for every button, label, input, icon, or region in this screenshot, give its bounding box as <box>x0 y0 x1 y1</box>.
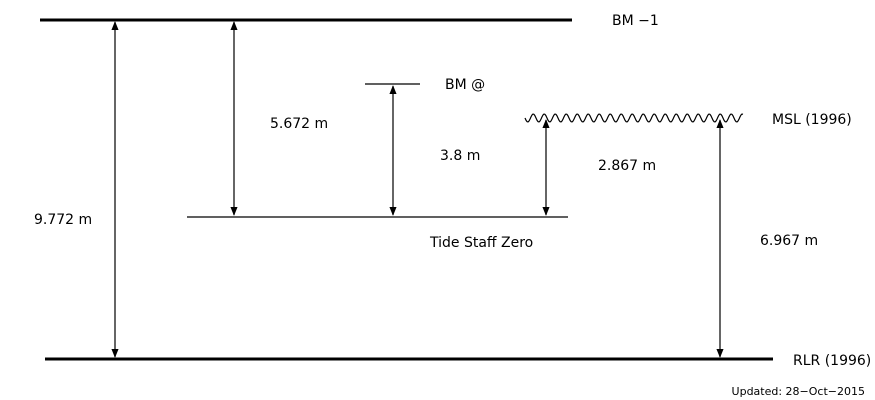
msl-wave-line <box>524 113 744 123</box>
bm-at-label: BM @ <box>445 77 485 93</box>
msl-label: MSL (1996) <box>772 112 852 128</box>
bm1-label: BM −1 <box>612 13 659 29</box>
msl-to-rlr-value: 6.967 m <box>760 233 818 249</box>
bm-at-to-tsz-value: 3.8 m <box>440 148 480 164</box>
updated-timestamp: Updated: 28−Oct−2015 <box>732 385 865 398</box>
bm1-to-tsz-value: 5.672 m <box>270 116 328 132</box>
bm1-to-rlr-value: 9.772 m <box>34 212 92 228</box>
msl-to-tsz-value: 2.867 m <box>598 158 656 174</box>
tide-staff-zero-label: Tide Staff Zero <box>429 235 533 251</box>
rlr-label: RLR (1996) <box>793 353 871 369</box>
